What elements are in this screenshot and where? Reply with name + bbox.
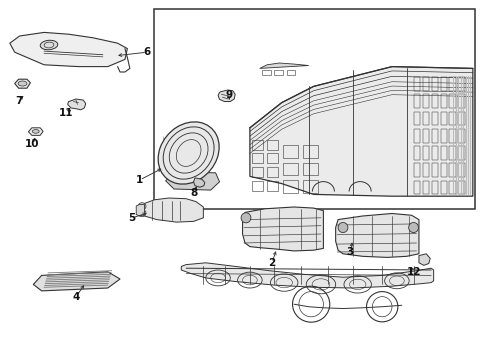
Text: 7: 7: [15, 96, 23, 106]
Bar: [423, 163, 429, 177]
Bar: [252, 167, 263, 177]
Bar: [423, 94, 429, 108]
Ellipse shape: [138, 203, 146, 210]
Bar: [432, 129, 438, 143]
Bar: [432, 146, 438, 160]
Polygon shape: [10, 32, 127, 67]
Bar: [414, 94, 420, 108]
Bar: [262, 70, 271, 75]
Bar: [441, 112, 447, 125]
Polygon shape: [260, 63, 309, 68]
Bar: [449, 146, 456, 160]
Text: 2: 2: [269, 258, 275, 268]
Text: 11: 11: [59, 108, 74, 118]
Bar: [267, 153, 278, 163]
Bar: [252, 140, 263, 150]
Bar: [267, 140, 278, 150]
Bar: [432, 163, 438, 177]
Bar: [274, 70, 283, 75]
Bar: [441, 129, 447, 143]
Bar: [458, 146, 465, 160]
Polygon shape: [419, 254, 430, 265]
Bar: [458, 112, 465, 125]
Ellipse shape: [241, 213, 251, 223]
Bar: [414, 112, 420, 125]
Bar: [414, 77, 420, 91]
Bar: [414, 146, 420, 160]
Bar: [441, 77, 447, 91]
Ellipse shape: [158, 122, 219, 184]
Bar: [449, 181, 456, 194]
Text: 6: 6: [144, 47, 150, 57]
Bar: [267, 181, 278, 191]
Bar: [432, 77, 438, 91]
Bar: [441, 146, 447, 160]
Bar: [423, 129, 429, 143]
Text: 3: 3: [347, 247, 354, 257]
Bar: [449, 163, 456, 177]
Bar: [303, 163, 318, 175]
Polygon shape: [166, 172, 220, 190]
Polygon shape: [33, 272, 120, 291]
Bar: [283, 180, 298, 193]
Bar: [283, 145, 298, 158]
Bar: [423, 146, 429, 160]
Bar: [449, 112, 456, 125]
Bar: [458, 129, 465, 143]
Bar: [449, 77, 456, 91]
Polygon shape: [136, 204, 145, 216]
Text: 4: 4: [72, 292, 80, 302]
Bar: [303, 180, 318, 193]
Ellipse shape: [40, 40, 58, 50]
Bar: [252, 153, 263, 163]
Polygon shape: [28, 128, 43, 135]
Polygon shape: [68, 99, 86, 110]
Polygon shape: [140, 198, 203, 222]
Bar: [414, 181, 420, 194]
Bar: [252, 181, 263, 191]
Polygon shape: [336, 213, 419, 257]
Ellipse shape: [409, 222, 418, 233]
Text: 5: 5: [129, 213, 136, 223]
Bar: [441, 163, 447, 177]
Bar: [458, 94, 465, 108]
Bar: [303, 145, 318, 158]
Bar: [423, 77, 429, 91]
Text: 10: 10: [24, 139, 39, 149]
Text: 9: 9: [226, 90, 233, 100]
Bar: [414, 163, 420, 177]
FancyBboxPatch shape: [154, 9, 475, 209]
Bar: [423, 181, 429, 194]
Ellipse shape: [138, 210, 146, 217]
Bar: [283, 163, 298, 175]
Bar: [414, 129, 420, 143]
Ellipse shape: [32, 130, 39, 133]
Bar: [432, 94, 438, 108]
Bar: [423, 112, 429, 125]
Bar: [458, 181, 465, 194]
Bar: [449, 94, 456, 108]
Polygon shape: [243, 207, 323, 251]
Polygon shape: [194, 178, 205, 187]
Bar: [432, 112, 438, 125]
Ellipse shape: [338, 222, 348, 233]
Polygon shape: [15, 79, 30, 88]
Bar: [287, 70, 295, 75]
Ellipse shape: [18, 81, 27, 86]
Bar: [441, 94, 447, 108]
Bar: [441, 181, 447, 194]
Bar: [458, 77, 465, 91]
Bar: [449, 129, 456, 143]
Text: 1: 1: [136, 175, 143, 185]
Polygon shape: [181, 263, 434, 288]
Bar: [458, 163, 465, 177]
Polygon shape: [250, 67, 473, 196]
Text: 8: 8: [190, 188, 197, 198]
Text: 12: 12: [407, 267, 421, 277]
Bar: [432, 181, 438, 194]
Bar: [267, 167, 278, 177]
Polygon shape: [218, 90, 235, 102]
